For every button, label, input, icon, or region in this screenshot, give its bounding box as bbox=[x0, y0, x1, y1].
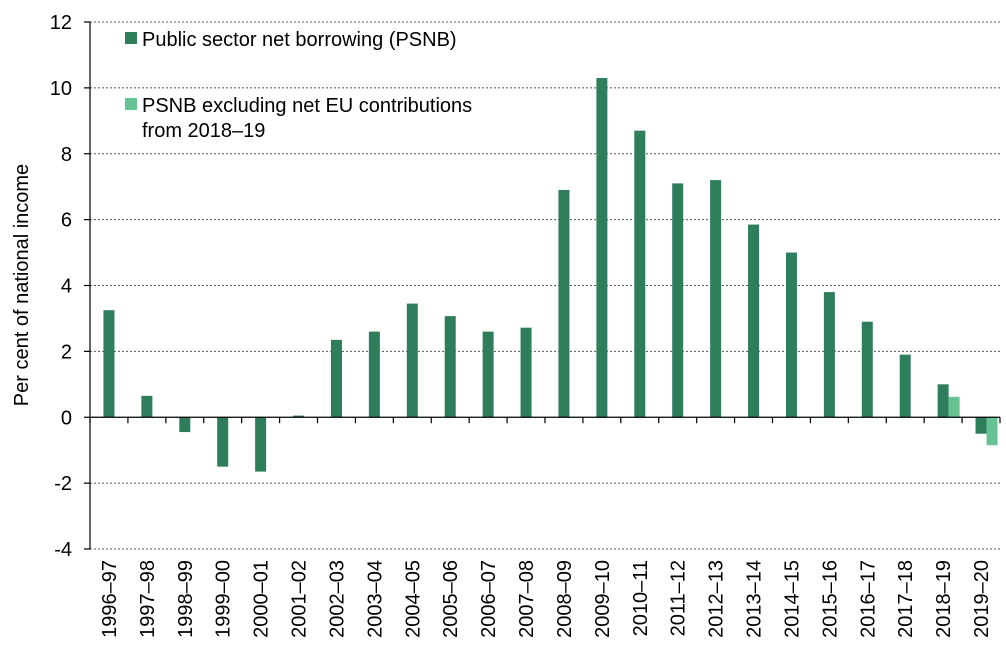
y-tick-label: 8 bbox=[61, 144, 72, 166]
bar-psnb-2006–07 bbox=[482, 331, 494, 418]
x-tick-label: 2004–05 bbox=[402, 560, 424, 638]
x-tick-label: 1997–98 bbox=[137, 560, 159, 638]
x-tick-label: 2006–07 bbox=[478, 560, 500, 638]
x-tick-label: 2012–13 bbox=[706, 560, 728, 638]
bar-psnb-1997–98 bbox=[141, 395, 153, 418]
axes bbox=[84, 21, 1001, 550]
x-tick-label: 2016–17 bbox=[857, 560, 879, 638]
bar-psnb-2015–16 bbox=[823, 292, 835, 418]
bar-psnb-2016–17 bbox=[861, 321, 873, 418]
x-tick-label: 2014–15 bbox=[781, 560, 803, 638]
x-tick-label: 2008–09 bbox=[554, 560, 576, 638]
x-tick-label: 2009–10 bbox=[592, 560, 614, 638]
y-tick-label: 10 bbox=[50, 78, 72, 100]
y-tick-labels: -4 -2 0 2 4 6 8 10 12 bbox=[50, 12, 72, 561]
bar-psnb-ex-eu-2018–19 bbox=[948, 396, 960, 418]
y-tick-label: -4 bbox=[54, 539, 72, 561]
x-tick-label: 2013–14 bbox=[744, 560, 766, 638]
y-tick-label: 12 bbox=[50, 12, 72, 34]
bar-psnb-1996–97 bbox=[103, 310, 115, 418]
bar-psnb-1999–00 bbox=[217, 417, 229, 467]
bar-psnb-2009–10 bbox=[596, 77, 608, 418]
bar-psnb-2004–05 bbox=[406, 303, 418, 418]
bar-psnb-2019–20 bbox=[975, 417, 987, 434]
legend-label-psnb-ex-eu-line2: from 2018–19 bbox=[142, 120, 265, 142]
bar-psnb-2007–08 bbox=[520, 327, 532, 418]
legend: Public sector net borrowing (PSNB) PSNB … bbox=[125, 29, 478, 142]
bar-psnb-2011–12 bbox=[672, 183, 684, 418]
x-tick-label: 2007–08 bbox=[516, 560, 538, 638]
bar-psnb-2018–19 bbox=[937, 384, 949, 418]
bar-psnb-2010–11 bbox=[634, 130, 646, 418]
x-tick-label: 2017–18 bbox=[895, 560, 917, 638]
x-tick-labels: 1996–97 1997–98 1998–99 1999–00 2000–01 2001–… bbox=[99, 560, 993, 638]
bar-psnb-2013–14 bbox=[748, 224, 760, 418]
legend-label-psnb-ex-eu: PSNB excluding net EU contributions from… bbox=[142, 95, 478, 142]
bar-psnb-2002–03 bbox=[330, 339, 342, 418]
x-tick-label: 1999–00 bbox=[213, 560, 235, 638]
y-axis-title: Per cent of national income bbox=[11, 164, 33, 406]
x-tick-label: 1996–97 bbox=[99, 560, 121, 638]
x-tick-label: 2001–02 bbox=[289, 560, 311, 638]
y-tick-label: -2 bbox=[54, 473, 72, 495]
x-tick-label: 2005–06 bbox=[440, 560, 462, 638]
bar-psnb-2005–06 bbox=[444, 316, 456, 418]
x-tick-label: 2015–16 bbox=[819, 560, 841, 638]
legend-label-psnb-ex-eu-line1: PSNB excluding net EU contributions bbox=[142, 95, 472, 117]
x-tick-label: 2003–04 bbox=[364, 560, 386, 638]
bar-psnb-2017–18 bbox=[899, 354, 911, 418]
x-tick-label: 2010–11 bbox=[630, 560, 652, 636]
bars bbox=[103, 77, 998, 472]
bar-psnb-2014–15 bbox=[785, 252, 797, 418]
x-tick-label: 2011–12 bbox=[668, 560, 690, 636]
x-tick-label: 2019–20 bbox=[971, 560, 993, 638]
x-tick-label: 2018–19 bbox=[933, 560, 955, 638]
bar-psnb-ex-eu-2019–20 bbox=[986, 417, 998, 446]
bar-psnb-2008–09 bbox=[558, 189, 570, 418]
legend-swatch-psnb-ex-eu bbox=[125, 98, 137, 110]
bar-psnb-2003–04 bbox=[368, 331, 380, 418]
bar-psnb-2001–02 bbox=[293, 415, 305, 418]
bar-psnb-2012–13 bbox=[710, 180, 722, 418]
legend-label-psnb: Public sector net borrowing (PSNB) bbox=[142, 29, 457, 51]
x-tick-label: 2000–01 bbox=[251, 560, 273, 638]
bar-psnb-1998–99 bbox=[179, 417, 191, 433]
x-tick-label: 2002–03 bbox=[326, 560, 348, 638]
x-tick-label: 1998–99 bbox=[175, 560, 197, 638]
y-tick-label: 4 bbox=[61, 276, 72, 298]
bar-psnb-2000–01 bbox=[255, 417, 267, 472]
y-tick-label: 0 bbox=[61, 407, 72, 429]
y-tick-label: 6 bbox=[61, 210, 72, 232]
legend-swatch-psnb bbox=[125, 32, 137, 44]
y-tick-label: 2 bbox=[61, 341, 72, 363]
